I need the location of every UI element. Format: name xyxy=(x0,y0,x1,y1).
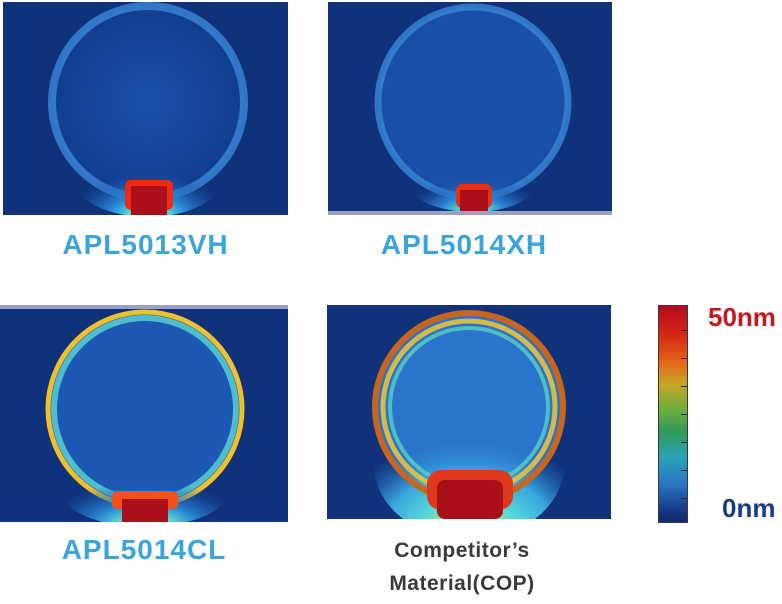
scale-min-label: 0nm xyxy=(722,493,776,523)
heatmap-apl5014xh xyxy=(328,2,612,215)
label-competitor-line1: Competitor’s xyxy=(394,539,530,562)
label-competitor: Competitor’s Material(COP) xyxy=(320,534,604,600)
label-apl5014xh: APL5014XH xyxy=(380,229,548,260)
heatmap-apl5014cl xyxy=(0,305,288,522)
label-apl5014cl: APL5014CL xyxy=(61,534,227,565)
scale-max-label: 50nm xyxy=(708,302,776,332)
heatmap-competitor xyxy=(327,305,611,519)
heatmap-apl5013vh xyxy=(3,2,288,215)
color-scale-bar xyxy=(658,305,688,523)
label-apl5013vh: APL5013VH xyxy=(62,229,229,260)
label-competitor-line2: Material(COP) xyxy=(389,572,535,595)
